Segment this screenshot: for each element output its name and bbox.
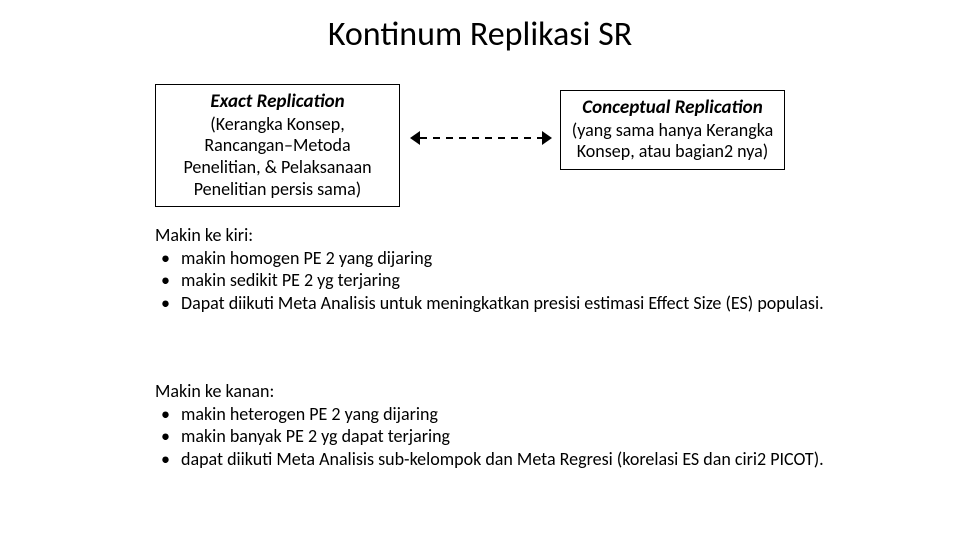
para-right: Makin ke kanan: makin heterogen PE 2 yan… (155, 380, 835, 470)
para-right-list: makin heterogen PE 2 yang dijaring makin… (155, 403, 835, 471)
list-item: Dapat diikuti Meta Analisis untuk mening… (155, 292, 835, 315)
list-item: makin banyak PE 2 yg dapat terjaring (155, 425, 835, 448)
list-item: makin homogen PE 2 yang dijaring (155, 247, 835, 270)
para-left-lead: Makin ke kiri: (155, 224, 835, 247)
para-left-list: makin homogen PE 2 yang dijaring makin s… (155, 247, 835, 315)
list-item: dapat diikuti Meta Analisis sub-kelompok… (155, 448, 835, 471)
list-item: makin heterogen PE 2 yang dijaring (155, 403, 835, 426)
slide: Kontinum Replikasi SR Exact Replication … (0, 0, 960, 540)
para-right-lead: Makin ke kanan: (155, 380, 835, 403)
para-left: Makin ke kiri: makin homogen PE 2 yang d… (155, 224, 835, 314)
list-item: makin sedikit PE 2 yg terjaring (155, 269, 835, 292)
